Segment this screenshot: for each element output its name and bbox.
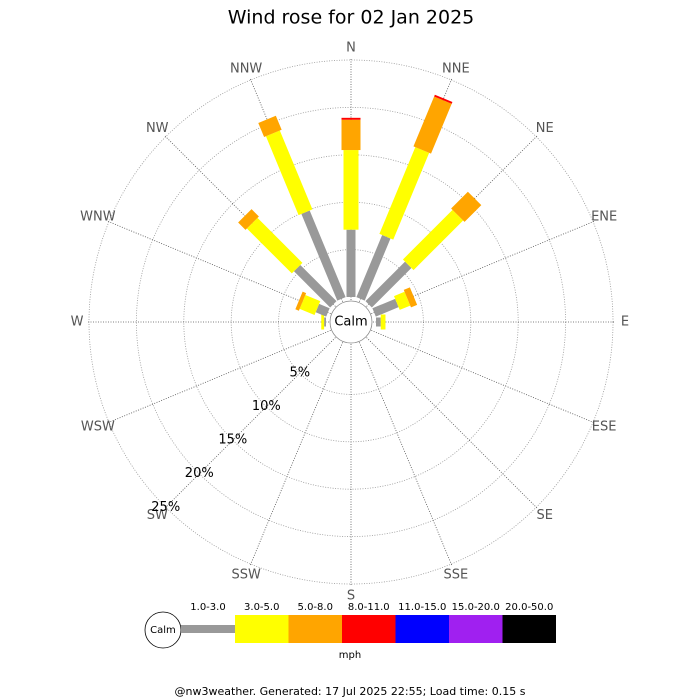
legend-label: 1.0-3.0 bbox=[190, 602, 225, 613]
spoke bbox=[366, 337, 538, 509]
bar-segment bbox=[346, 229, 356, 297]
bar-segment bbox=[299, 294, 321, 316]
bar-segment bbox=[356, 234, 391, 301]
bar-segment bbox=[393, 291, 411, 310]
bar-segment bbox=[380, 314, 386, 330]
spoke bbox=[164, 337, 336, 509]
chart-title: Wind rose for 02 Jan 2025 bbox=[228, 7, 475, 29]
legend-label: 11.0-15.0 bbox=[398, 602, 446, 613]
spoke bbox=[371, 330, 596, 424]
legend-label: 5.0-8.0 bbox=[298, 602, 333, 613]
spoke bbox=[106, 330, 331, 424]
bar-segment bbox=[372, 298, 399, 317]
direction-label: ENE bbox=[591, 210, 617, 225]
direction-label: NNE bbox=[442, 61, 470, 76]
ring-label: 10% bbox=[252, 399, 281, 414]
direction-label: E bbox=[621, 315, 629, 330]
unit-label: mph bbox=[339, 650, 361, 661]
direction-label: WSW bbox=[81, 419, 115, 434]
legend-swatch bbox=[395, 615, 449, 643]
direction-label: SSE bbox=[443, 568, 468, 583]
direction-label: NNW bbox=[230, 61, 262, 76]
bar-segment bbox=[365, 261, 412, 308]
bar-segment bbox=[375, 317, 381, 327]
legend-label: 15.0-20.0 bbox=[452, 602, 500, 613]
direction-label: SW bbox=[147, 508, 168, 523]
bar-segment bbox=[315, 303, 330, 317]
legend-swatch bbox=[288, 615, 342, 643]
legend-swatch bbox=[342, 615, 396, 643]
direction-label: W bbox=[71, 315, 84, 330]
footer: @nw3weather. Generated: 17 Jul 2025 22:5… bbox=[175, 685, 526, 698]
direction-label: S bbox=[347, 589, 355, 604]
spoke bbox=[106, 220, 331, 314]
bar-segment bbox=[403, 287, 418, 308]
spoke bbox=[249, 342, 343, 567]
bar-segment bbox=[238, 209, 259, 230]
calm-label: Calm bbox=[334, 315, 367, 330]
legend-calm-label: Calm bbox=[150, 625, 176, 636]
legend-label: 3.0-5.0 bbox=[244, 602, 279, 613]
bar-segment bbox=[258, 115, 282, 138]
direction-label: SE bbox=[537, 508, 553, 523]
bar-segment bbox=[301, 210, 346, 301]
ring-label: 5% bbox=[289, 366, 310, 381]
direction-label: ESE bbox=[592, 419, 617, 434]
direction-label: NW bbox=[146, 121, 169, 136]
ring-label: 25% bbox=[151, 500, 180, 515]
bar-segment bbox=[451, 191, 482, 222]
calm-circle bbox=[329, 300, 373, 344]
bar-segment bbox=[343, 150, 359, 230]
direction-label: N bbox=[346, 41, 356, 56]
bar-segment bbox=[341, 117, 361, 120]
legend-swatch bbox=[235, 615, 289, 643]
bar-segment bbox=[246, 217, 303, 274]
bar-segment bbox=[434, 94, 453, 104]
legend-label: 20.0-50.0 bbox=[505, 602, 553, 613]
legend-swatch bbox=[502, 615, 556, 643]
ring-label: 20% bbox=[185, 466, 214, 481]
spoke bbox=[359, 342, 453, 567]
bar-segment bbox=[293, 264, 337, 308]
bar-segment bbox=[402, 209, 464, 271]
bar-segment bbox=[265, 130, 313, 216]
bar-segment bbox=[321, 314, 325, 330]
legend-label: 8.0-11.0 bbox=[348, 602, 390, 613]
bar-segment bbox=[295, 291, 307, 311]
bar-segment bbox=[413, 96, 452, 154]
bar-segment bbox=[324, 317, 327, 327]
legend-swatch bbox=[181, 625, 235, 633]
bar-segment bbox=[379, 147, 430, 240]
bar-segment bbox=[341, 119, 361, 151]
direction-label: SSW bbox=[231, 568, 261, 583]
legend-swatch bbox=[449, 615, 503, 643]
direction-label: WNW bbox=[80, 210, 116, 225]
direction-label: NE bbox=[536, 121, 554, 136]
ring-label: 15% bbox=[218, 433, 247, 448]
